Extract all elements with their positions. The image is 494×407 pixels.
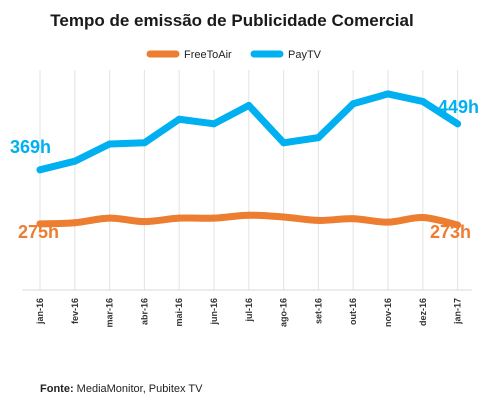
x-tick-labels: jan-16 fev-16 mar-16 abr-16 mai-16 jun-16 jul-… (35, 298, 463, 328)
x-tick-label: dez-16 (418, 298, 428, 326)
x-tick-label: jun-16 (209, 298, 219, 326)
data-point-paytv-ago-16 (280, 139, 288, 147)
data-point-paytv-mai-16 (175, 115, 183, 123)
data-point-freetoair-abr-16 (140, 218, 148, 226)
data-point-freetoair-jan-17 (454, 221, 462, 229)
x-tick-label: mai-16 (174, 298, 184, 327)
source-text: MediaMonitor, Pubitex TV (74, 383, 203, 395)
data-point-paytv-fev-16 (71, 157, 79, 165)
x-tick-label: abr-16 (139, 298, 149, 325)
data-point-paytv-jan-16 (36, 166, 44, 174)
legend: FreeToAir PayTV (146, 49, 322, 61)
legend-label-freetoair: FreeToAir (184, 49, 232, 61)
x-tick-label: out-16 (348, 298, 358, 325)
x-tick-label: mar-16 (105, 298, 115, 328)
x-tick-label: nov-16 (383, 298, 393, 327)
data-point-freetoair-mar-16 (106, 214, 114, 222)
pay-end-label: 449h (438, 97, 479, 117)
data-point-freetoair-jun-16 (210, 214, 218, 222)
data-point-paytv-nov-16 (384, 90, 392, 98)
x-tick-label: jul-16 (244, 298, 254, 323)
data-point-freetoair-fev-16 (71, 219, 79, 227)
data-point-paytv-mar-16 (106, 140, 114, 148)
x-tick-label: jan-17 (453, 298, 463, 325)
free-start-label: 275h (18, 222, 59, 242)
data-point-freetoair-jan-16 (36, 220, 44, 228)
data-point-paytv-dez-16 (419, 97, 427, 105)
data-point-paytv-set-16 (314, 134, 322, 142)
x-tick-label: fev-16 (70, 298, 80, 324)
x-tick-label: set-16 (313, 298, 323, 324)
data-point-paytv-jun-16 (210, 120, 218, 128)
data-point-freetoair-nov-16 (384, 218, 392, 226)
free-end-label: 273h (430, 222, 471, 242)
data-point-paytv-abr-16 (140, 139, 148, 147)
data-point-paytv-out-16 (349, 100, 357, 108)
data-point-freetoair-dez-16 (419, 214, 427, 222)
data-point-freetoair-jul-16 (245, 211, 253, 219)
data-point-freetoair-set-16 (314, 216, 322, 224)
chart-title: Tempo de emissão de Publicidade Comercia… (50, 11, 413, 30)
data-point-freetoair-out-16 (349, 215, 357, 223)
data-point-paytv-jan-17 (454, 120, 462, 128)
legend-label-paytv: PayTV (288, 49, 322, 61)
data-point-freetoair-mai-16 (175, 214, 183, 222)
data-point-paytv-jul-16 (245, 101, 253, 109)
x-tick-label: jan-16 (35, 298, 45, 325)
pay-start-label: 369h (10, 137, 51, 157)
x-tick-label: ago-16 (279, 298, 289, 327)
source-label: Fonte: (40, 383, 74, 395)
series-layer (36, 90, 462, 229)
source-note: Fonte: MediaMonitor, Pubitex TV (40, 383, 203, 395)
data-point-freetoair-ago-16 (280, 213, 288, 221)
